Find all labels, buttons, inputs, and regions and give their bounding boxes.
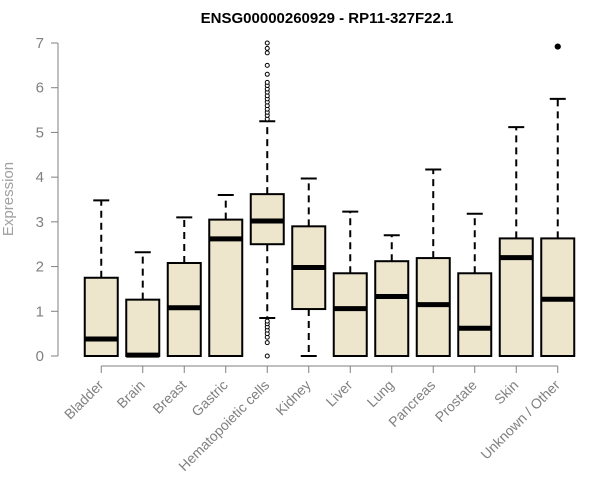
box-body [83, 276, 119, 357]
x-tick-label: Prostate [432, 377, 480, 425]
y-tick-label: 7 [36, 35, 44, 52]
x-tick-label: Brain [113, 377, 147, 411]
y-tick-label: 4 [36, 169, 44, 186]
chart-title: ENSG00000260929 - RP11-327F22.1 [201, 10, 454, 27]
outlier-point [264, 79, 270, 85]
outlier-point [264, 62, 270, 68]
box-kidney [291, 177, 327, 357]
box-body [125, 298, 161, 358]
y-axis: 0 1 2 3 4 5 6 7 [36, 35, 59, 365]
boxes-group [83, 40, 576, 359]
y-tick-label: 1 [36, 303, 44, 320]
x-tick-label: Skin [491, 377, 522, 408]
x-tick-label: Unknown / Other [477, 377, 563, 463]
x-tick-label: Kidney [272, 377, 314, 419]
box-body [332, 272, 368, 357]
y-tick-label: 2 [36, 259, 44, 276]
box-bladder [83, 199, 119, 357]
box-skin [498, 126, 534, 357]
outlier-point [264, 71, 270, 77]
box-body [374, 260, 410, 358]
x-tick-label: Liver [323, 377, 356, 410]
y-tick-label: 5 [36, 124, 44, 141]
y-tick-label: 3 [36, 214, 44, 231]
box-prostate [457, 212, 493, 357]
outlier-point [264, 40, 270, 46]
outlier-point [264, 318, 270, 324]
box-pancreas [415, 168, 451, 357]
outlier-point [264, 45, 270, 51]
outlier-point [264, 353, 270, 359]
y-tick-label: 6 [36, 80, 44, 97]
outlier-point [264, 50, 270, 56]
y-axis-title: Expression [0, 162, 17, 236]
box-breast [166, 216, 202, 358]
box-gastric [208, 194, 244, 357]
outlier-point [554, 43, 561, 50]
box-hematopoietic-cells [249, 40, 285, 359]
x-tick-label: Lung [364, 377, 397, 410]
x-tick-label: Bladder [61, 377, 107, 423]
box-lung [374, 234, 410, 358]
box-unknown-other [540, 43, 576, 357]
y-tick-label: 0 [36, 348, 44, 365]
box-liver [332, 210, 368, 357]
outlier-point [264, 340, 270, 346]
box-body [208, 218, 244, 357]
box-brain [125, 251, 161, 358]
x-tick-label: Breast [149, 377, 189, 417]
box-body [457, 272, 493, 357]
